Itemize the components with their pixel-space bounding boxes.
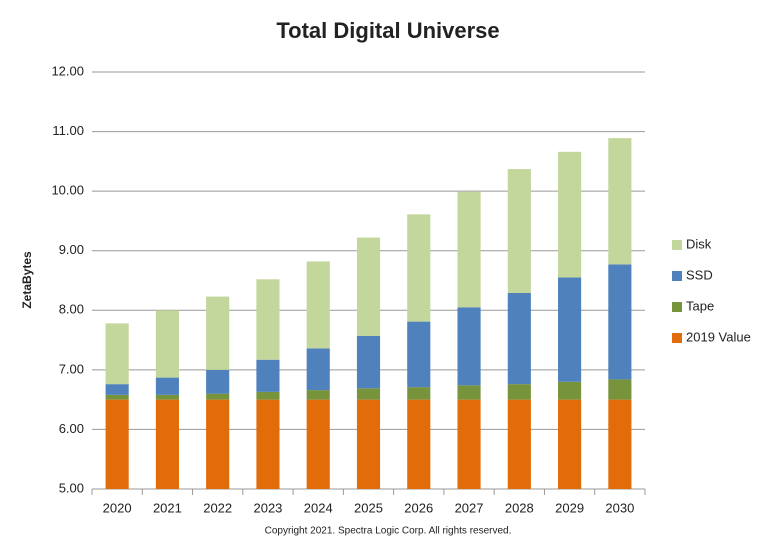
chart-title: Total Digital Universe: [276, 18, 499, 43]
x-tick-label: 2030: [605, 500, 634, 515]
x-tick-label: 2026: [404, 500, 433, 515]
y-tick-label: 12.00: [51, 63, 84, 78]
bar-segment: [558, 399, 582, 489]
x-tick-label: 2027: [455, 500, 484, 515]
bar-segment: [608, 379, 632, 400]
bar-segment: [507, 169, 531, 294]
bar-segment: [356, 399, 381, 489]
bar-segment: [608, 138, 632, 265]
bar-segment: [256, 359, 280, 392]
bar-segment: [407, 399, 431, 489]
bar-segment: [306, 348, 330, 391]
bar-segment: [155, 310, 179, 378]
bar-segment: [457, 191, 481, 308]
y-axis-label: ZetaBytes: [20, 251, 34, 309]
y-tick-label: 7.00: [59, 361, 84, 376]
bar-segment: [457, 385, 481, 400]
bar-segment: [407, 321, 431, 388]
x-tick-label: 2021: [153, 500, 182, 515]
legend-swatch: [672, 302, 682, 312]
bar-segment: [356, 335, 381, 389]
y-tick-label: 10.00: [51, 183, 84, 198]
bar-segment: [306, 399, 330, 489]
bar-segment: [155, 399, 179, 489]
x-tick-label: 2025: [354, 500, 383, 515]
bar-segment: [105, 399, 129, 489]
bar-segment: [306, 261, 330, 349]
y-tick-label: 6.00: [59, 421, 84, 436]
y-tick-label: 5.00: [59, 480, 84, 495]
y-tick-label: 9.00: [59, 242, 84, 257]
legend-label: SSD: [686, 267, 713, 282]
footer: Copyright 2021. Spectra Logic Corp. All …: [265, 526, 512, 537]
bar-segment: [356, 388, 381, 400]
bar-segment: [256, 399, 280, 489]
x-tick-label: 2029: [555, 500, 584, 515]
legend-swatch: [672, 240, 682, 250]
bar-segment: [608, 399, 632, 489]
bar-segment: [407, 387, 431, 400]
legend-label: 2019 Value: [686, 329, 751, 344]
legend-label: Tape: [686, 298, 714, 313]
bar-segment: [306, 390, 330, 400]
legend-swatch: [672, 333, 682, 343]
bar-segment: [507, 293, 531, 385]
x-tick-label: 2028: [505, 500, 534, 515]
bar-segment: [105, 394, 129, 400]
bar-segment: [608, 264, 632, 380]
bar-segment: [558, 381, 582, 400]
bar-segment: [457, 399, 481, 489]
bar-segment: [507, 399, 531, 489]
bar-segment: [105, 384, 129, 395]
bar-segment: [507, 384, 531, 400]
bar-segment: [206, 296, 230, 370]
y-tick-label: 8.00: [59, 302, 84, 317]
x-tick-label: 2020: [103, 500, 132, 515]
bar-segment: [558, 151, 582, 278]
bar-segment: [407, 214, 431, 322]
bar-segment: [256, 391, 280, 400]
legend-label: Disk: [686, 236, 712, 251]
x-tick-label: 2022: [203, 500, 232, 515]
legend-swatch: [672, 271, 682, 281]
bar-segment: [558, 277, 582, 382]
bar-segment: [206, 393, 230, 400]
x-tick-label: 2024: [304, 500, 333, 515]
bar-segment: [155, 377, 179, 395]
bar-segment: [356, 237, 381, 336]
bar-segment: [105, 323, 129, 385]
x-tick-label: 2023: [253, 500, 282, 515]
bar-segment: [155, 394, 179, 400]
bar-segment: [256, 279, 280, 360]
bar-segment: [206, 399, 230, 489]
bar-segment: [457, 307, 481, 386]
bar-segment: [206, 369, 230, 394]
y-tick-label: 11.00: [52, 123, 84, 138]
